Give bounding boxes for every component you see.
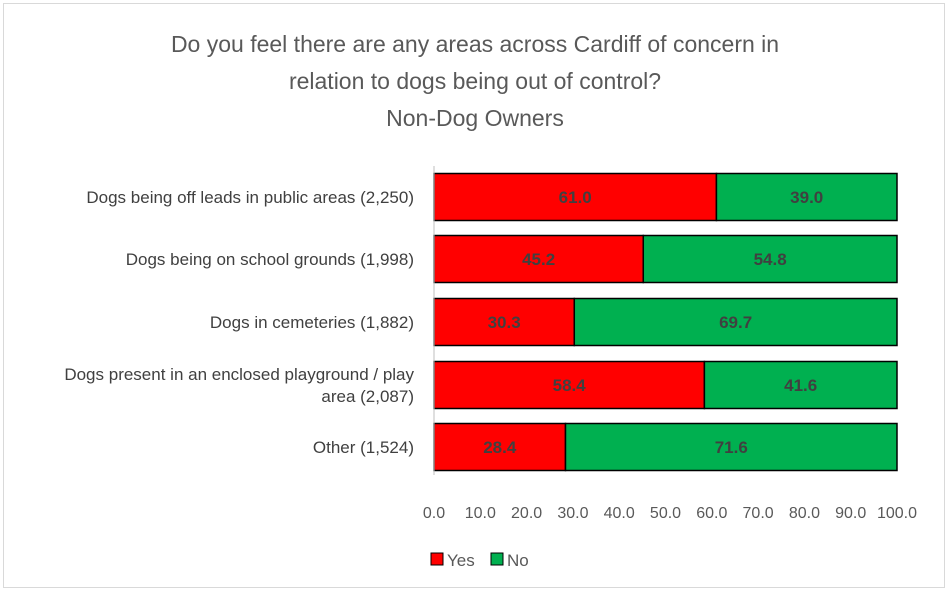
x-tick-label-7: 70.0 [743,505,774,522]
bar-yes-1 [433,234,645,284]
chart-title-line-2: relation to dogs being out of control? [288,68,662,94]
category-label-3-line-0: Dogs present in an enclosed playground /… [64,365,414,384]
category-label-3-line-1: area (2,087) [321,387,414,406]
data-label-no-1: 54.8 [754,250,787,269]
x-tick-label-6: 60.0 [696,505,727,522]
bar-yes-2 [433,297,576,347]
data-label-no-2: 69.7 [719,313,752,332]
data-label-no-3: 41.6 [784,376,817,395]
legend-swatch-no [490,552,504,566]
x-tick-label-3: 30.0 [557,505,588,522]
data-label-no-4: 71.6 [715,438,748,457]
data-label-no-0: 39.0 [790,188,823,207]
data-label-yes-1: 45.2 [522,250,555,269]
bar-no-4 [564,422,898,472]
bar-no-0 [715,172,898,222]
x-tick-label-0: 0.0 [423,505,445,522]
x-tick-label-9: 90.0 [835,505,866,522]
x-tick-label-4: 40.0 [604,505,635,522]
bar-no-3 [703,360,898,410]
legend-label-yes: Yes [447,551,475,570]
category-label-2: Dogs in cemeteries (1,882) [210,313,414,332]
category-label-1: Dogs being on school grounds (1,998) [126,250,414,269]
chart-title-line-3: Non-Dog Owners [386,105,564,131]
category-label-4: Other (1,524) [313,438,414,457]
legend-swatch-yes [430,552,444,566]
data-label-yes-2: 30.3 [488,313,521,332]
data-label-yes-3: 58.4 [553,376,587,395]
data-label-yes-0: 61.0 [559,188,592,207]
bar-no-1 [642,234,898,284]
chart-frame [3,3,945,588]
data-label-yes-4: 28.4 [483,438,517,457]
category-label-0: Dogs being off leads in public areas (2,… [86,188,414,207]
x-tick-label-8: 80.0 [789,505,820,522]
chart-title-line-1: Do you feel there are any areas across C… [170,31,780,57]
bar-yes-3 [433,360,706,410]
x-tick-label-2: 20.0 [511,505,542,522]
bar-yes-4 [433,422,567,472]
legend-label-no: No [507,551,529,570]
x-tick-label-10: 100.0 [877,505,917,522]
x-tick-label-1: 10.0 [465,505,496,522]
bar-no-2 [573,297,898,347]
chart-title: Do you feel there are any areas across C… [0,26,950,137]
x-tick-label-5: 50.0 [650,505,681,522]
